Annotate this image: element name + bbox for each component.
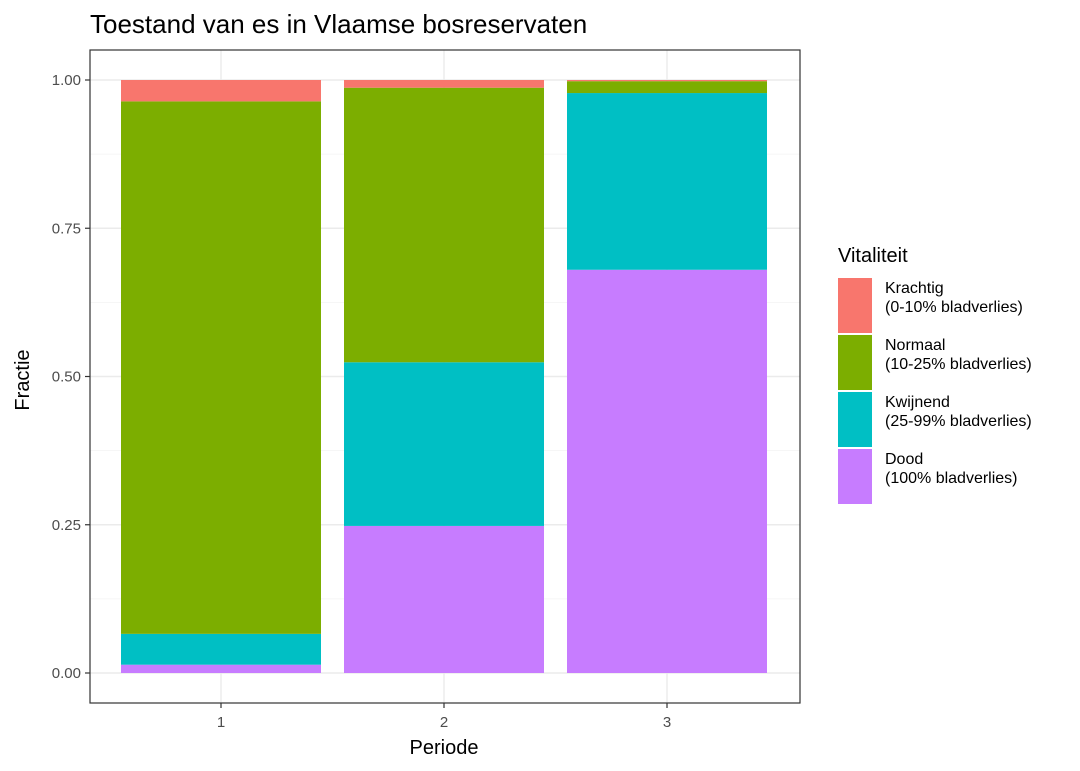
legend-key-kwijnend [838, 392, 872, 447]
y-tick-label: 0.00 [52, 665, 81, 682]
legend-label-normaal: Normaal [885, 337, 945, 354]
legend-label-kwijnend: (25-99% bladverlies) [885, 413, 1032, 430]
y-tick-label: 0.75 [52, 220, 81, 237]
legend-label-dood: Dood [885, 451, 923, 468]
bar-krachtig-periode-3 [567, 80, 767, 82]
bar-kwijnend-periode-3 [567, 93, 767, 270]
legend-label-krachtig: Krachtig [885, 280, 944, 297]
y-axis-title: Fractie [12, 349, 34, 410]
legend-title: Vitaliteit [838, 245, 908, 267]
x-tick-label: 3 [663, 714, 671, 731]
bar-normaal-periode-1 [121, 101, 321, 634]
legend-label-krachtig: (0-10% bladverlies) [885, 299, 1023, 316]
bar-krachtig-periode-2 [344, 80, 544, 88]
legend-label-kwijnend: Kwijnend [885, 394, 950, 411]
bar-dood-periode-1 [121, 664, 321, 673]
bar-normaal-periode-2 [344, 87, 544, 363]
y-tick-label: 0.25 [52, 517, 81, 534]
x-tick-label: 2 [440, 714, 448, 731]
bar-normaal-periode-3 [567, 81, 767, 94]
legend-key-dood [838, 449, 872, 504]
y-tick-label: 0.50 [52, 369, 81, 386]
bar-kwijnend-periode-2 [344, 362, 544, 526]
legend: Vitaliteit Krachtig (0-10% bladverlies) No… [838, 245, 1032, 504]
legend-key-krachtig [838, 278, 872, 333]
bar-dood-periode-3 [567, 269, 767, 673]
x-tick-label: 1 [217, 714, 225, 731]
y-tick-label: 1.00 [52, 72, 81, 89]
legend-label-normaal: (10-25% bladverlies) [885, 356, 1032, 373]
x-axis: 1 2 3 [217, 703, 671, 731]
bar-krachtig-periode-1 [121, 80, 321, 102]
bars [121, 80, 767, 673]
bar-kwijnend-periode-1 [121, 633, 321, 665]
legend-key-normaal [838, 335, 872, 390]
x-axis-title: Periode [410, 737, 479, 759]
legend-label-dood: (100% bladverlies) [885, 470, 1018, 487]
chart-title: Toestand van es in Vlaamse bosreservaten [90, 9, 587, 39]
y-axis: 0.00 0.25 0.50 0.75 1.00 [52, 72, 90, 682]
bar-dood-periode-2 [344, 525, 544, 673]
